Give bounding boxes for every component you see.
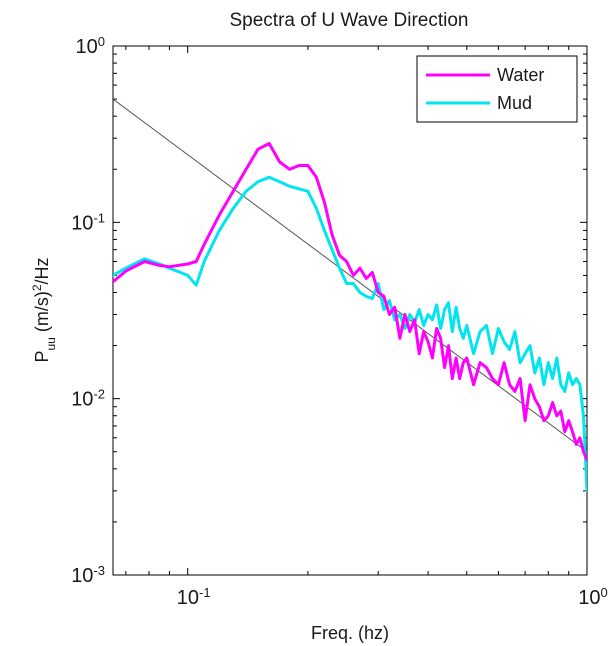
y-tick-label: 100 [76,34,105,59]
chart-title: Spectra of U Wave Direction [230,10,469,31]
y-axis-label: Puu (m/s)2/Hz [30,257,58,362]
y-tick-label: 10-2 [71,386,105,411]
y-axis-label-sub: uu [44,337,58,350]
y-axis-label-tail: /Hz [32,257,52,284]
plot-area [112,45,588,576]
series-line-mud [113,175,587,493]
x-tick-label: 10-1 [177,585,211,610]
series-line-reference [113,98,587,453]
legend-label-mud: Mud [497,93,532,113]
legend: Water Mud [416,55,578,123]
series-line-water [113,142,587,462]
legend-box [416,55,578,123]
y-tick-label: 10-1 [71,210,105,235]
y-axis-label-mid: (m/s) [32,291,52,337]
x-axis-label: Freq. (hz) [311,623,389,643]
y-axis-label-base: P [32,351,52,363]
axis-tick-labels: 100 10-1 10-2 10-3 10-1 100 [71,34,608,610]
legend-label-water: Water [497,65,544,85]
x-tick-label: 100 [578,585,607,610]
y-tick-label: 10-3 [71,563,105,588]
series-layer [113,98,587,493]
y-axis-label-sup: 2 [30,284,44,291]
